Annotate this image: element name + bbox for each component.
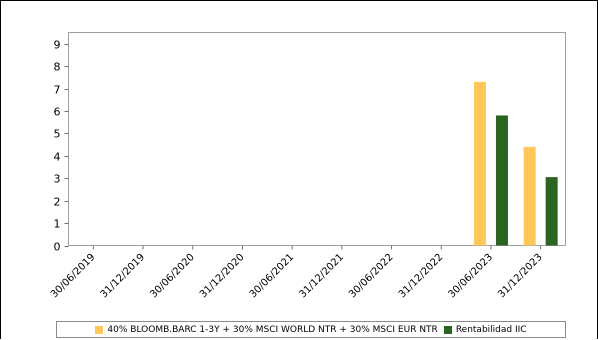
x-tick-label: 30/06/2023 xyxy=(447,252,496,301)
y-tick-label: 3 xyxy=(54,173,61,186)
x-tick-label: 31/12/2020 xyxy=(198,252,247,301)
y-axis: 0 1 2 3 4 5 6 7 8 9 xyxy=(54,39,69,254)
bar-fund xyxy=(495,115,508,246)
y-tick-label: 5 xyxy=(54,128,61,141)
x-tick-label: 31/12/2021 xyxy=(297,252,346,301)
y-tick-label: 6 xyxy=(54,106,61,119)
y-tick-label: 4 xyxy=(54,151,61,164)
x-tick-label: 30/06/2020 xyxy=(148,252,197,301)
x-tick-label: 31/12/2019 xyxy=(99,252,148,301)
x-tick-label: 31/12/2023 xyxy=(496,252,545,301)
y-tick-label: 7 xyxy=(54,84,61,97)
bars-group xyxy=(473,81,558,246)
y-tick-label: 9 xyxy=(54,39,61,52)
bar-fund xyxy=(545,177,558,246)
legend-swatch-benchmark xyxy=(95,325,104,334)
legend-label-fund: Rentabilidad IIC xyxy=(455,324,527,335)
y-tick-label: 1 xyxy=(54,218,61,231)
x-tick-label: 30/06/2019 xyxy=(49,252,98,301)
legend-label-benchmark: 40% BLOOMB.BARC 1-3Y + 30% MSCI WORLD NT… xyxy=(107,324,438,335)
bar-benchmark xyxy=(523,146,536,246)
x-tick-label: 30/06/2021 xyxy=(248,252,297,301)
y-tick-label: 0 xyxy=(54,241,61,254)
y-tick-label: 8 xyxy=(54,61,61,74)
x-tick-label: 31/12/2022 xyxy=(397,252,446,301)
legend-swatch-fund xyxy=(443,325,452,334)
legend-entry-benchmark: 40% BLOOMB.BARC 1-3Y + 30% MSCI WORLD NT… xyxy=(95,324,438,335)
x-axis: 30/06/2019 31/12/2019 30/06/2020 31/12/2020… xyxy=(49,245,545,301)
y-tick-label: 2 xyxy=(54,196,61,209)
legend-entry-fund: Rentabilidad IIC xyxy=(443,324,527,335)
bar-benchmark xyxy=(473,81,486,246)
chart-legend: 40% BLOOMB.BARC 1-3Y + 30% MSCI WORLD NT… xyxy=(56,321,566,338)
plot-area xyxy=(68,32,566,246)
x-tick-label: 30/06/2022 xyxy=(347,252,396,301)
